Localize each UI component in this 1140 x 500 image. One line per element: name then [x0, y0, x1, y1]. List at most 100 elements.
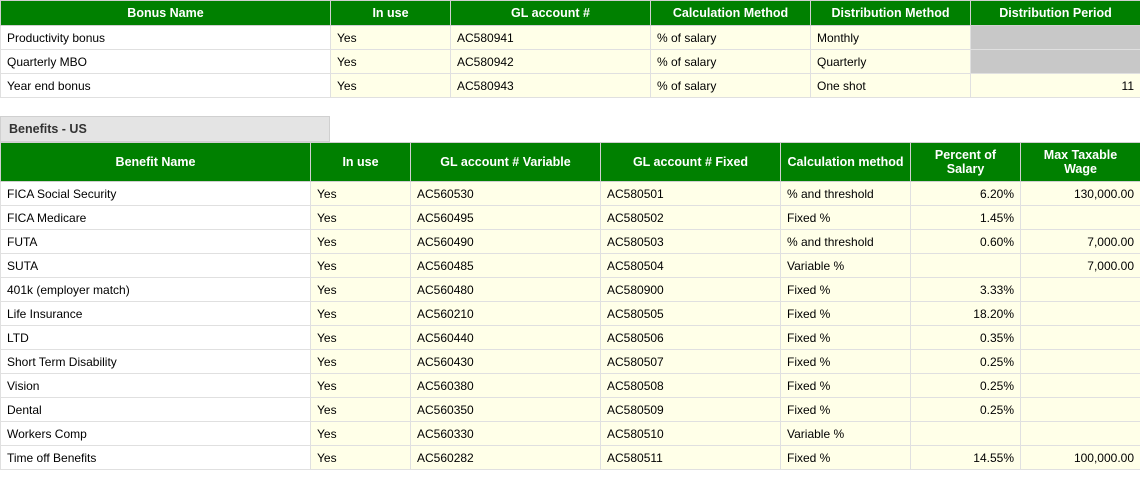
in-use-cell[interactable]: Yes — [331, 50, 451, 74]
dist-method-cell[interactable]: One shot — [811, 74, 971, 98]
pct-salary-cell[interactable]: 14.55% — [911, 446, 1021, 470]
pct-salary-cell[interactable]: 18.20% — [911, 302, 1021, 326]
gl-variable-cell[interactable]: AC560480 — [411, 278, 601, 302]
pct-salary-cell[interactable]: 0.25% — [911, 374, 1021, 398]
benefit-name-cell[interactable]: FICA Medicare — [1, 206, 311, 230]
pct-salary-cell[interactable] — [911, 254, 1021, 278]
bonus-name-cell[interactable]: Quarterly MBO — [1, 50, 331, 74]
calc-method-cell[interactable]: % of salary — [651, 50, 811, 74]
benefit-name-cell[interactable]: FICA Social Security — [1, 182, 311, 206]
max-wage-cell[interactable] — [1021, 302, 1140, 326]
in-use-cell[interactable]: Yes — [311, 422, 411, 446]
calc-method-cell[interactable]: Variable % — [781, 422, 911, 446]
max-wage-cell[interactable]: 7,000.00 — [1021, 254, 1140, 278]
calc-method-cell[interactable]: Fixed % — [781, 350, 911, 374]
max-wage-cell[interactable] — [1021, 374, 1140, 398]
max-wage-cell[interactable]: 7,000.00 — [1021, 230, 1140, 254]
gl-account-cell[interactable]: AC580943 — [451, 74, 651, 98]
pct-salary-cell[interactable]: 0.25% — [911, 398, 1021, 422]
gl-fixed-cell[interactable]: AC580506 — [601, 326, 781, 350]
calc-method-cell[interactable]: Fixed % — [781, 398, 911, 422]
calc-method-cell[interactable]: % and threshold — [781, 182, 911, 206]
dist-method-cell[interactable]: Quarterly — [811, 50, 971, 74]
pct-salary-cell[interactable]: 1.45% — [911, 206, 1021, 230]
benefit-name-cell[interactable]: 401k (employer match) — [1, 278, 311, 302]
in-use-cell[interactable]: Yes — [311, 398, 411, 422]
in-use-cell[interactable]: Yes — [311, 182, 411, 206]
in-use-cell[interactable]: Yes — [331, 74, 451, 98]
gl-variable-cell[interactable]: AC560282 — [411, 446, 601, 470]
in-use-cell[interactable]: Yes — [311, 230, 411, 254]
max-wage-cell[interactable] — [1021, 422, 1140, 446]
in-use-cell[interactable]: Yes — [311, 374, 411, 398]
max-wage-cell[interactable] — [1021, 278, 1140, 302]
pct-salary-cell[interactable]: 3.33% — [911, 278, 1021, 302]
calc-method-cell[interactable]: Fixed % — [781, 446, 911, 470]
gl-variable-cell[interactable]: AC560490 — [411, 230, 601, 254]
gl-variable-cell[interactable]: AC560380 — [411, 374, 601, 398]
max-wage-cell[interactable] — [1021, 350, 1140, 374]
benefit-name-cell[interactable]: Time off Benefits — [1, 446, 311, 470]
gl-fixed-cell[interactable]: AC580501 — [601, 182, 781, 206]
calc-method-cell[interactable]: Fixed % — [781, 302, 911, 326]
in-use-cell[interactable]: Yes — [311, 302, 411, 326]
gl-fixed-cell[interactable]: AC580502 — [601, 206, 781, 230]
calc-method-cell[interactable]: Fixed % — [781, 206, 911, 230]
benefit-name-cell[interactable]: FUTA — [1, 230, 311, 254]
gl-fixed-cell[interactable]: AC580508 — [601, 374, 781, 398]
gl-fixed-cell[interactable]: AC580504 — [601, 254, 781, 278]
gl-fixed-cell[interactable]: AC580900 — [601, 278, 781, 302]
bonus-name-cell[interactable]: Productivity bonus — [1, 26, 331, 50]
in-use-cell[interactable]: Yes — [311, 350, 411, 374]
gl-variable-cell[interactable]: AC560210 — [411, 302, 601, 326]
gl-account-cell[interactable]: AC580942 — [451, 50, 651, 74]
gl-variable-cell[interactable]: AC560430 — [411, 350, 601, 374]
in-use-cell[interactable]: Yes — [311, 326, 411, 350]
calc-method-cell[interactable]: Variable % — [781, 254, 911, 278]
calc-method-cell[interactable]: Fixed % — [781, 278, 911, 302]
pct-salary-cell[interactable]: 0.60% — [911, 230, 1021, 254]
gl-fixed-cell[interactable]: AC580505 — [601, 302, 781, 326]
dist-method-cell[interactable]: Monthly — [811, 26, 971, 50]
benefit-name-cell[interactable]: Vision — [1, 374, 311, 398]
pct-salary-cell[interactable]: 0.25% — [911, 350, 1021, 374]
gl-fixed-cell[interactable]: AC580503 — [601, 230, 781, 254]
max-wage-cell[interactable] — [1021, 326, 1140, 350]
max-wage-cell[interactable] — [1021, 398, 1140, 422]
in-use-cell[interactable]: Yes — [311, 206, 411, 230]
gl-variable-cell[interactable]: AC560350 — [411, 398, 601, 422]
calc-method-cell[interactable]: % of salary — [651, 26, 811, 50]
in-use-cell[interactable]: Yes — [311, 254, 411, 278]
benefit-name-cell[interactable]: Workers Comp — [1, 422, 311, 446]
benefit-name-cell[interactable]: Short Term Disability — [1, 350, 311, 374]
gl-variable-cell[interactable]: AC560495 — [411, 206, 601, 230]
pct-salary-cell[interactable]: 0.35% — [911, 326, 1021, 350]
max-wage-cell[interactable]: 130,000.00 — [1021, 182, 1140, 206]
calc-method-cell[interactable]: Fixed % — [781, 326, 911, 350]
in-use-cell[interactable]: Yes — [331, 26, 451, 50]
bonus-name-cell[interactable]: Year end bonus — [1, 74, 331, 98]
gl-variable-cell[interactable]: AC560330 — [411, 422, 601, 446]
in-use-cell[interactable]: Yes — [311, 278, 411, 302]
max-wage-cell[interactable] — [1021, 206, 1140, 230]
pct-salary-cell[interactable] — [911, 422, 1021, 446]
in-use-cell[interactable]: Yes — [311, 446, 411, 470]
gl-variable-cell[interactable]: AC560485 — [411, 254, 601, 278]
benefit-name-cell[interactable]: LTD — [1, 326, 311, 350]
calc-method-cell[interactable]: % of salary — [651, 74, 811, 98]
gl-variable-cell[interactable]: AC560440 — [411, 326, 601, 350]
gl-fixed-cell[interactable]: AC580511 — [601, 446, 781, 470]
gl-fixed-cell[interactable]: AC580510 — [601, 422, 781, 446]
gl-account-cell[interactable]: AC580941 — [451, 26, 651, 50]
dist-period-cell[interactable]: 11 — [971, 74, 1140, 98]
pct-salary-cell[interactable]: 6.20% — [911, 182, 1021, 206]
gl-variable-cell[interactable]: AC560530 — [411, 182, 601, 206]
gl-fixed-cell[interactable]: AC580507 — [601, 350, 781, 374]
calc-method-cell[interactable]: Fixed % — [781, 374, 911, 398]
benefit-name-cell[interactable]: Dental — [1, 398, 311, 422]
calc-method-cell[interactable]: % and threshold — [781, 230, 911, 254]
benefit-name-cell[interactable]: SUTA — [1, 254, 311, 278]
gl-fixed-cell[interactable]: AC580509 — [601, 398, 781, 422]
benefit-name-cell[interactable]: Life Insurance — [1, 302, 311, 326]
max-wage-cell[interactable]: 100,000.00 — [1021, 446, 1140, 470]
